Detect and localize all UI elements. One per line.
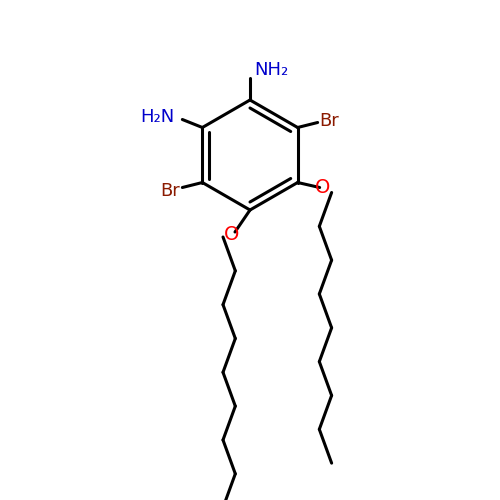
Text: Br: Br	[320, 112, 340, 130]
Text: NH₂: NH₂	[254, 61, 288, 79]
Text: O: O	[315, 178, 330, 197]
Text: H₂N: H₂N	[140, 108, 174, 126]
Text: Br: Br	[160, 182, 180, 200]
Text: O: O	[224, 224, 240, 244]
